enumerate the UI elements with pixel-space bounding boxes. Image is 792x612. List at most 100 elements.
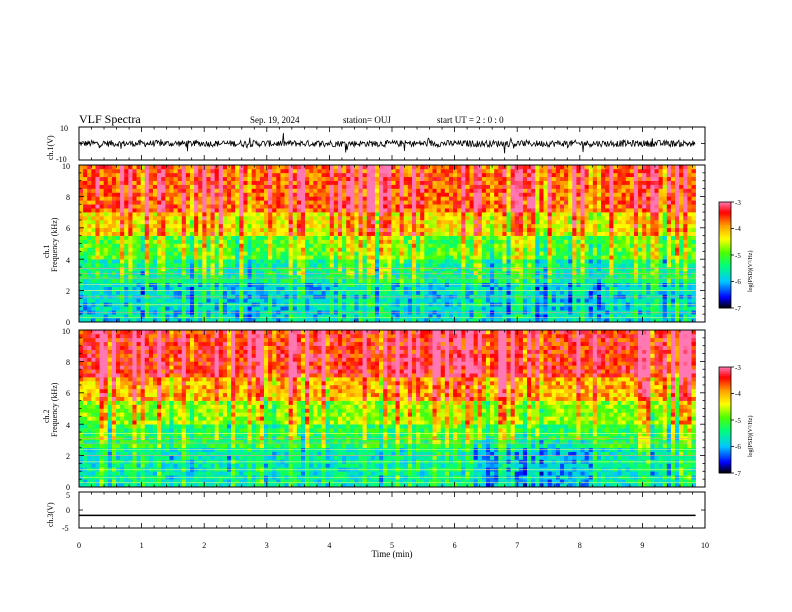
spectrogram-cell: [535, 306, 540, 311]
spectrogram-cell: [169, 306, 174, 311]
spectrogram-cell: [210, 227, 215, 233]
spectrogram-cell: [362, 255, 368, 260]
spectrogram-cell: [280, 204, 285, 209]
spectrogram-cell: [551, 216, 557, 221]
spectrogram-cell: [539, 188, 544, 193]
spectrogram-cell: [370, 286, 376, 291]
spectrogram-cell: [440, 176, 446, 181]
spectrogram-cell: [210, 196, 215, 201]
spectrogram-cell: [576, 255, 581, 260]
spectrogram-cell: [198, 196, 203, 201]
spectrogram-cell: [329, 216, 335, 221]
spectrogram-cell: [189, 255, 195, 260]
spectrogram-cell: [99, 216, 104, 221]
spectrogram-cell: [370, 251, 376, 256]
ch1-waveform-line: [78, 133, 696, 154]
spectrogram-cell: [572, 231, 577, 236]
spectrogram-cell: [498, 290, 503, 295]
spectrogram-cell: [157, 263, 162, 268]
spectrogram-cell: [416, 251, 421, 256]
spectrogram-cell: [559, 176, 565, 181]
spectrogram-cell: [411, 227, 417, 233]
spectrogram-cell: [391, 172, 396, 178]
spectrogram-cell: [444, 282, 450, 287]
spectrogram-cell: [374, 204, 380, 209]
spectrogram-cell: [448, 239, 454, 244]
spectrogram-cell: [259, 239, 265, 244]
spectrogram-cell: [494, 278, 499, 284]
spectrogram-cell: [576, 223, 581, 229]
spectrogram-cell: [555, 263, 561, 268]
spectrogram-cell: [91, 239, 96, 244]
spectrogram-cell: [387, 239, 392, 244]
spectrogram-cell: [313, 263, 318, 268]
spectrogram-cell: [239, 314, 244, 319]
spectrogram-cell: [210, 251, 215, 256]
spectrogram-cell: [280, 318, 285, 323]
spectrogram-cell: [280, 168, 285, 174]
spectrogram-cell: [576, 204, 581, 209]
spectrogram-cell: [436, 314, 442, 319]
spectrogram-cell: [313, 192, 318, 197]
spectrogram-cell: [366, 208, 372, 213]
spectrogram-cell: [157, 165, 162, 170]
spectrogram-cell: [374, 219, 380, 225]
spectrogram-cell: [284, 184, 289, 189]
spectrogram-cell: [83, 227, 88, 233]
spectrogram-cell: [243, 180, 248, 185]
spectrogram-cell: [514, 314, 520, 319]
spectrogram-cell: [411, 239, 417, 244]
spectrogram-cell: [535, 165, 540, 170]
spectrogram-cell: [132, 212, 137, 217]
spectrogram-cell: [465, 255, 470, 260]
spectrogram-cell: [539, 274, 544, 280]
spectrogram-cell: [342, 188, 347, 193]
spectrogram-cell: [321, 223, 326, 229]
spectrogram-cell: [358, 184, 363, 189]
spectrogram-cell: [461, 263, 466, 268]
spectrogram-cell: [268, 180, 273, 185]
spectrogram-cell: [128, 212, 133, 217]
spectrogram-cell: [300, 208, 306, 213]
spectrogram-cell: [333, 255, 339, 260]
spectrogram-cell: [292, 172, 298, 178]
spectrogram-cell: [559, 239, 565, 244]
spectrogram-cell: [194, 318, 199, 323]
spectrogram-cell: [494, 208, 499, 213]
spectrogram-cell: [210, 290, 215, 295]
spectrogram-cell: [485, 188, 491, 193]
spectrogram-cell: [243, 267, 248, 272]
spectrogram-cell: [547, 196, 553, 201]
spectrogram-cell: [128, 176, 133, 181]
spectrogram-cell: [444, 263, 450, 268]
spectrogram-cell: [572, 192, 577, 197]
spectrogram-cell: [506, 278, 511, 284]
spectrogram-cell: [268, 196, 273, 201]
spectrogram-cell: [572, 298, 577, 303]
spectrogram-cell: [461, 290, 466, 295]
spectrogram-cell: [198, 298, 203, 303]
spectrogram-cell: [543, 212, 548, 217]
spectrogram-cell: [111, 216, 117, 221]
spectrogram-cell: [522, 318, 528, 323]
spectrogram-cell: [165, 286, 170, 291]
spectrogram-cell: [231, 286, 236, 291]
spectrogram-cell: [535, 231, 540, 236]
spectrogram-cell: [399, 306, 405, 311]
spectrogram-cell: [292, 180, 298, 185]
spectrogram-cell: [259, 247, 265, 252]
spectrogram-cell: [120, 314, 125, 319]
spectrogram-cell: [481, 255, 487, 260]
spectrogram-cell: [255, 165, 261, 170]
spectrogram-cell: [498, 259, 503, 264]
spectrogram-cell: [370, 184, 376, 189]
spectrogram-cell: [510, 219, 516, 225]
spectrogram-cell: [263, 247, 269, 252]
spectrogram-cell: [305, 184, 310, 189]
spectrogram-cell: [210, 223, 215, 229]
spectrogram-cell: [416, 286, 421, 291]
spectrogram-cell: [255, 219, 261, 225]
spectrogram-cell: [103, 165, 109, 170]
spectrogram-cell: [559, 196, 565, 201]
spectrogram-cell: [111, 263, 117, 268]
